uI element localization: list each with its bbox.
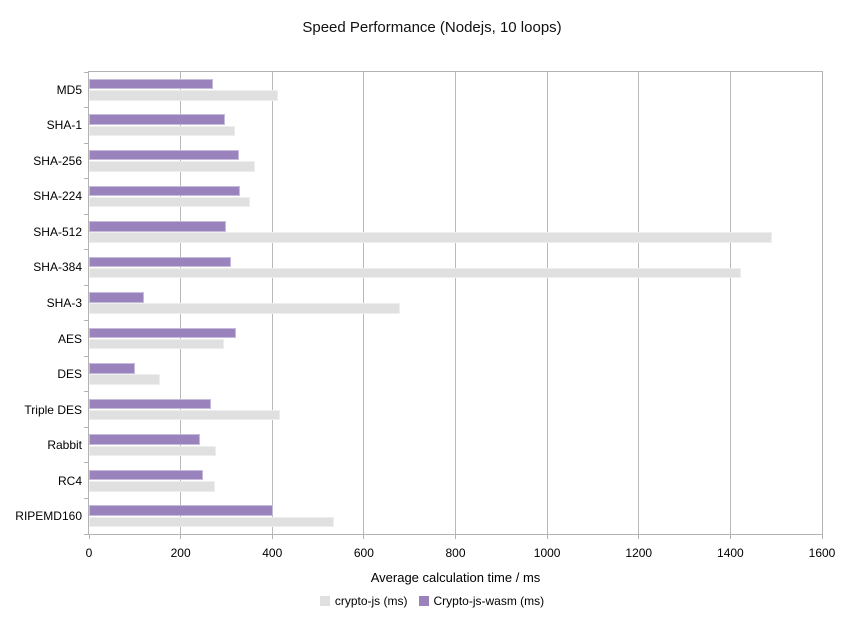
- x-tick-label-0: 0: [85, 546, 93, 560]
- chart-title: Speed Performance (Nodejs, 10 loops): [302, 19, 562, 36]
- bar-crypto-js-ms-sha-512: [89, 232, 772, 243]
- x-tick-label-1200: 1200: [625, 546, 653, 560]
- legend-item-crypto-js-ms: crypto-js (ms): [319, 594, 408, 608]
- bar-crypto-js-ms-sha-384: [89, 267, 742, 279]
- bar-crypto-js-ms-md5: [89, 90, 279, 101]
- y-axis-tick-11: [84, 462, 89, 464]
- bar-crypto-js-ms-sha-1: [89, 125, 236, 137]
- bar-crypto-js-ms-sha-3: [89, 303, 401, 314]
- bar-crypto-js-wasm-ms-sha-3: [89, 292, 144, 303]
- y-axis-tick-0: [84, 71, 89, 73]
- bar-crypto-js-wasm-ms-md5: [89, 78, 213, 90]
- bar-crypto-js-wasm-ms-aes: [89, 327, 237, 339]
- bar-crypto-js-wasm-ms-sha-1: [89, 114, 225, 125]
- gridline-1200: [638, 72, 640, 534]
- y-axis-tick-7: [84, 320, 89, 322]
- y-axis-tick-3: [84, 178, 89, 180]
- y-axis-tick-8: [84, 355, 89, 357]
- bar-crypto-js-ms-rc4: [89, 481, 215, 492]
- category-label-triple-des: Triple DES: [24, 402, 82, 417]
- plot-area: 0 200 400 600 800 1000 1200 1400 1600 MD5 SHA-1 SHA…: [15, 71, 835, 560]
- gridline-1400: [729, 72, 731, 534]
- y-axis-tick-4: [84, 213, 89, 215]
- category-label-md5: MD5: [56, 82, 82, 97]
- category-label-sha-256: SHA-256: [33, 153, 82, 168]
- category-label-sha-512: SHA-512: [33, 224, 82, 239]
- x-axis-tick-1200: [638, 535, 640, 539]
- x-tick-label-800: 800: [445, 546, 466, 560]
- y-axis-tick-10: [84, 426, 89, 428]
- gridline-200: [180, 72, 182, 534]
- bar-crypto-js-ms-aes: [89, 338, 224, 350]
- x-tick-label-600: 600: [353, 546, 374, 560]
- category-label-sha-224: SHA-224: [33, 189, 82, 204]
- bar-crypto-js-ms-rabbit: [89, 445, 216, 456]
- x-axis-tick-1400: [729, 535, 731, 539]
- bar-crypto-js-wasm-ms-sha-512: [89, 221, 226, 232]
- bar-crypto-js-ms-triple-des: [89, 409, 280, 421]
- x-axis-tick-1000: [546, 535, 548, 539]
- category-label-rc4: RC4: [57, 473, 82, 488]
- legend-item-crypto-js-wasm-ms: Crypto-js-wasm (ms): [418, 594, 545, 608]
- x-axis-tick-200: [180, 535, 182, 539]
- legend-label-crypto-js-ms: crypto-js (ms): [334, 594, 408, 608]
- y-axis-tick-9: [84, 391, 89, 393]
- x-tick-label-1600: 1600: [808, 546, 836, 560]
- category-label-ripemd160: RIPEMD160: [15, 509, 82, 524]
- y-axis-tick-6: [84, 284, 89, 286]
- category-label-sha-1: SHA-1: [46, 118, 82, 133]
- legend-label-crypto-js-wasm-ms: Crypto-js-wasm (ms): [433, 594, 545, 608]
- category-label-rabbit: Rabbit: [47, 438, 82, 453]
- category-label-aes: AES: [57, 331, 82, 346]
- category-label-des: DES: [57, 367, 82, 382]
- y-axis-tick-1: [84, 107, 89, 109]
- bar-crypto-js-wasm-ms-sha-224: [89, 185, 241, 197]
- bar-crypto-js-wasm-ms-rabbit: [89, 434, 201, 445]
- y-axis-tick-5: [84, 249, 89, 251]
- x-axis-title: Average calculation time / ms: [370, 570, 541, 585]
- x-tick-label-1000: 1000: [533, 546, 561, 560]
- bar-crypto-js-wasm-ms-triple-des: [89, 398, 211, 410]
- x-axis-tick-0: [88, 535, 90, 539]
- legend: crypto-js (ms) Crypto-js-wasm (ms): [0, 594, 864, 608]
- x-axis-tick-1600: [821, 535, 823, 539]
- bar-crypto-js-ms-ripemd160: [89, 516, 334, 528]
- gridline-400: [271, 72, 273, 534]
- gridline-600: [363, 72, 365, 534]
- x-axis-tick-400: [271, 535, 273, 539]
- gridline-800: [455, 72, 456, 534]
- bar-crypto-js-wasm-ms-ripemd160: [89, 505, 273, 516]
- legend-swatch-crypto-js-ms: [319, 596, 330, 606]
- category-label-sha-384: SHA-384: [33, 260, 82, 275]
- x-tick-label-1400: 1400: [717, 546, 744, 560]
- bar-crypto-js-ms-sha-224: [89, 196, 251, 208]
- bar-crypto-js-ms-des: [89, 374, 161, 385]
- category-label-sha-3: SHA-3: [46, 296, 82, 310]
- bar-crypto-js-wasm-ms-sha-256: [89, 149, 240, 161]
- x-tick-label-200: 200: [170, 546, 191, 560]
- y-axis-tick-12: [84, 497, 89, 499]
- gridline-1000: [546, 72, 548, 534]
- bar-crypto-js-wasm-ms-rc4: [89, 469, 204, 481]
- legend-swatch-crypto-js-wasm-ms: [418, 596, 429, 606]
- x-axis-tick-800: [455, 535, 456, 539]
- bar-crypto-js-ms-sha-256: [89, 161, 255, 172]
- y-axis-tick-13: [84, 533, 89, 535]
- x-tick-label-400: 400: [262, 546, 283, 560]
- x-axis-tick-600: [363, 535, 365, 539]
- bar-crypto-js-wasm-ms-des: [89, 363, 135, 374]
- y-axis-tick-2: [84, 142, 89, 144]
- bar-crypto-js-wasm-ms-sha-384: [89, 256, 231, 268]
